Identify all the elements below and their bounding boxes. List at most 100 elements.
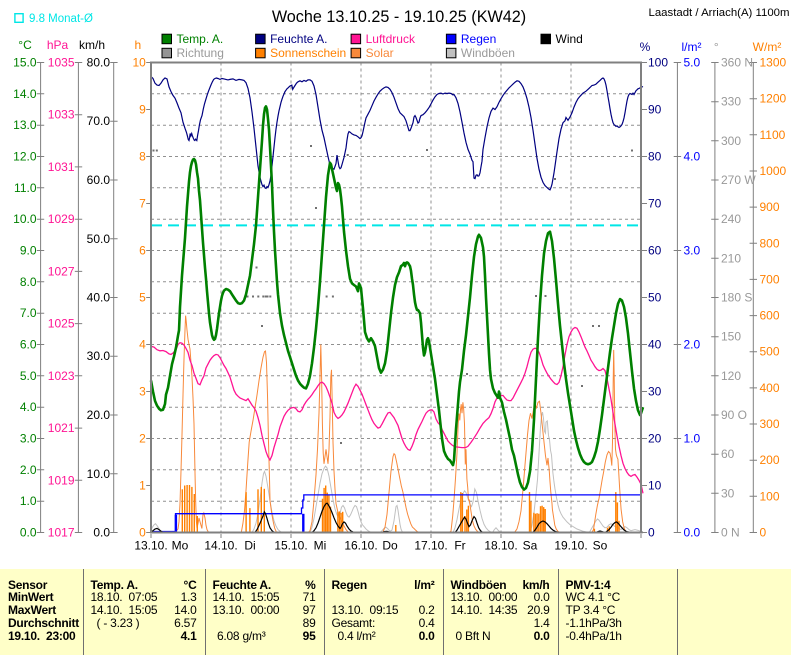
svg-text:1033: 1033 <box>48 108 75 122</box>
svg-text:Laastadt / Arriach(A) 1100m: Laastadt / Arriach(A) 1100m <box>649 7 790 19</box>
svg-text:km/h: km/h <box>79 38 105 52</box>
svg-text:16.10.: 16.10. <box>344 539 377 553</box>
svg-text:100: 100 <box>648 56 668 70</box>
svg-text:60: 60 <box>721 447 735 461</box>
svg-text:Do: Do <box>382 539 398 553</box>
svg-text:2.0: 2.0 <box>20 463 37 477</box>
svg-text:100: 100 <box>760 489 780 503</box>
svg-text:Feuchte A.: Feuchte A. <box>270 32 327 46</box>
svg-text:0 N: 0 N <box>721 526 740 540</box>
svg-text:Woche 13.10.25 - 19.10.25 (KW4: Woche 13.10.25 - 19.10.25 (KW42) <box>272 8 526 26</box>
svg-text:3.0: 3.0 <box>684 244 701 258</box>
svg-text:13.0: 13.0 <box>13 118 37 132</box>
svg-text:Wind: Wind <box>556 32 583 46</box>
svg-text:%: % <box>640 40 651 54</box>
svg-text:14.0: 14.0 <box>13 87 37 101</box>
svg-text:8: 8 <box>139 150 146 164</box>
svg-text:20: 20 <box>648 432 662 446</box>
svg-text:360 N: 360 N <box>721 56 753 70</box>
svg-text:60.0: 60.0 <box>87 173 111 187</box>
svg-text:Fr: Fr <box>454 539 465 553</box>
svg-text:0.0: 0.0 <box>20 526 37 540</box>
svg-text:6.0: 6.0 <box>20 338 37 352</box>
svg-text:17.10.: 17.10. <box>414 539 447 553</box>
svg-text:800: 800 <box>760 236 780 250</box>
svg-text:14.10.: 14.10. <box>204 539 237 553</box>
svg-text:Mo: Mo <box>172 539 189 553</box>
svg-text:5.0: 5.0 <box>684 56 701 70</box>
svg-text:1.0: 1.0 <box>20 494 37 508</box>
svg-text:4.0: 4.0 <box>684 150 701 164</box>
svg-text:10: 10 <box>132 56 146 70</box>
svg-text:9.8 Monat-Ø: 9.8 Monat-Ø <box>29 13 93 25</box>
svg-text:11.0: 11.0 <box>14 181 37 195</box>
svg-text:3.0: 3.0 <box>20 432 37 446</box>
svg-text:80: 80 <box>648 150 662 164</box>
svg-text:6: 6 <box>139 244 146 258</box>
svg-text:80.0: 80.0 <box>87 56 111 70</box>
svg-text:h: h <box>134 38 141 52</box>
svg-text:19.10.: 19.10. <box>554 539 587 553</box>
svg-text:400: 400 <box>760 381 780 395</box>
svg-text:hPa: hPa <box>47 38 69 52</box>
svg-text:300: 300 <box>760 417 780 431</box>
svg-text:50.0: 50.0 <box>87 232 111 246</box>
svg-text:10: 10 <box>648 479 662 493</box>
svg-text:0: 0 <box>760 526 767 540</box>
svg-text:Sa: Sa <box>523 539 538 553</box>
svg-text:7: 7 <box>139 197 146 211</box>
svg-text:18.10.: 18.10. <box>484 539 517 553</box>
svg-text:200: 200 <box>760 453 780 467</box>
svg-text:Mi: Mi <box>314 539 327 553</box>
svg-text:9: 9 <box>139 103 146 117</box>
svg-text:70.0: 70.0 <box>87 114 111 128</box>
svg-text:1: 1 <box>139 479 146 493</box>
svg-text:50: 50 <box>648 291 662 305</box>
svg-text:Di: Di <box>244 539 255 553</box>
svg-text:30.0: 30.0 <box>87 349 111 363</box>
svg-text:120: 120 <box>721 369 741 383</box>
svg-text:240: 240 <box>721 212 741 226</box>
svg-text:8.0: 8.0 <box>20 275 37 289</box>
svg-text:300: 300 <box>721 134 741 148</box>
svg-text:So: So <box>593 539 608 553</box>
svg-text:1027: 1027 <box>48 264 75 278</box>
svg-text:1000: 1000 <box>760 164 787 178</box>
svg-text:7.0: 7.0 <box>20 306 37 320</box>
svg-text:1021: 1021 <box>48 421 75 435</box>
svg-text:1029: 1029 <box>48 212 75 226</box>
svg-text:2: 2 <box>139 432 146 446</box>
svg-text:5: 5 <box>139 291 146 305</box>
svg-text:Luftdruck: Luftdruck <box>366 32 416 46</box>
svg-text:10.0: 10.0 <box>87 467 111 481</box>
svg-text:1023: 1023 <box>48 369 75 383</box>
svg-text:900: 900 <box>760 200 780 214</box>
svg-text:3: 3 <box>139 385 146 399</box>
svg-text:180 S: 180 S <box>721 291 752 305</box>
svg-text:1017: 1017 <box>48 526 75 540</box>
svg-text:5.0: 5.0 <box>20 369 37 383</box>
svg-text:30: 30 <box>721 486 735 500</box>
svg-text:20.0: 20.0 <box>87 408 111 422</box>
svg-text:l/m²: l/m² <box>682 40 702 54</box>
svg-text:12.0: 12.0 <box>13 150 37 164</box>
svg-text:700: 700 <box>760 272 780 286</box>
svg-text:Richtung: Richtung <box>177 46 224 60</box>
svg-text:1025: 1025 <box>48 317 75 331</box>
svg-text:4.0: 4.0 <box>20 400 37 414</box>
svg-text:°: ° <box>714 40 719 54</box>
svg-text:°C: °C <box>18 38 32 52</box>
svg-text:600: 600 <box>760 309 780 323</box>
svg-text:1035: 1035 <box>48 56 75 70</box>
svg-text:Sonnenschein: Sonnenschein <box>270 46 346 60</box>
svg-text:Solar: Solar <box>366 46 394 60</box>
svg-text:13.10.: 13.10. <box>134 539 167 553</box>
svg-text:1200: 1200 <box>760 92 787 106</box>
svg-text:70: 70 <box>648 197 662 211</box>
svg-text:Temp. A.: Temp. A. <box>177 32 224 46</box>
svg-text:0.0: 0.0 <box>93 526 110 540</box>
svg-text:15.10.: 15.10. <box>274 539 307 553</box>
svg-text:2.0: 2.0 <box>684 338 701 352</box>
svg-text:30: 30 <box>648 385 662 399</box>
svg-text:270 W: 270 W <box>721 173 756 187</box>
